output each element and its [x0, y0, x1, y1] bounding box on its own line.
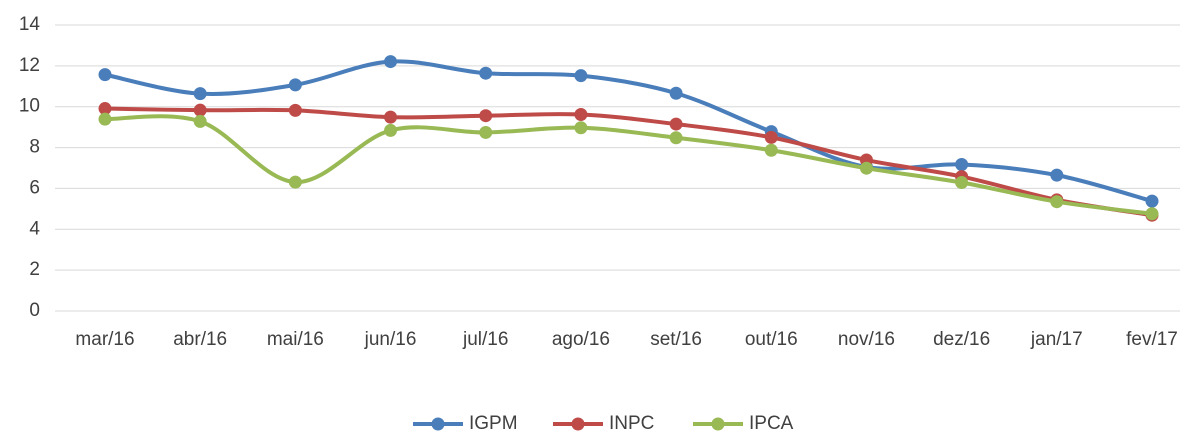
point	[1145, 207, 1159, 221]
x-tick-label: mai/16	[267, 329, 324, 350]
point	[669, 86, 683, 100]
legend-marker	[571, 417, 585, 431]
legend-marker	[711, 417, 725, 431]
legend-label: INPC	[609, 413, 654, 434]
x-tick-label: fev/17	[1126, 329, 1178, 350]
point	[574, 107, 588, 121]
point	[764, 130, 778, 144]
x-tick-label: jan/17	[1030, 329, 1083, 350]
x-tick-label: jul/16	[462, 329, 508, 350]
y-tick-label: 4	[29, 218, 40, 239]
point	[1050, 168, 1064, 182]
y-tick-label: 14	[19, 14, 41, 35]
y-tick-label: 2	[29, 259, 40, 280]
point	[574, 121, 588, 135]
point	[764, 143, 778, 157]
x-tick-label: mar/16	[75, 329, 134, 350]
y-tick-label: 6	[29, 177, 40, 198]
point	[955, 158, 969, 172]
point	[384, 110, 398, 124]
point	[1050, 195, 1064, 209]
x-tick-label: ago/16	[552, 329, 610, 350]
point	[98, 102, 112, 116]
x-tick-label: dez/16	[933, 329, 990, 350]
x-tick-label: nov/16	[838, 329, 895, 350]
y-tick-label: 0	[29, 300, 40, 321]
point	[669, 117, 683, 131]
legend-label: IPCA	[749, 413, 794, 434]
point	[955, 176, 969, 190]
x-tick-label: set/16	[650, 329, 702, 350]
point	[288, 103, 302, 117]
series-line	[103, 106, 1154, 218]
y-tick-label: 12	[19, 55, 40, 76]
point	[859, 161, 873, 175]
y-tick-label: 8	[29, 137, 40, 158]
point	[384, 55, 398, 69]
point	[193, 114, 207, 128]
point	[193, 87, 207, 101]
point	[384, 123, 398, 137]
x-tick-label: jun/16	[364, 329, 417, 350]
point	[479, 125, 493, 139]
point	[479, 109, 493, 123]
point	[574, 69, 588, 83]
point	[669, 131, 683, 145]
point	[193, 103, 207, 117]
point	[288, 175, 302, 189]
point	[98, 68, 112, 82]
x-tick-label: out/16	[745, 329, 798, 350]
legend-label: IGPM	[469, 413, 518, 434]
legend-marker	[431, 417, 445, 431]
point	[98, 112, 112, 126]
point	[288, 78, 302, 92]
point	[479, 66, 493, 80]
x-tick-label: abr/16	[173, 329, 227, 350]
point	[1145, 194, 1159, 208]
y-tick-label: 10	[19, 96, 40, 117]
